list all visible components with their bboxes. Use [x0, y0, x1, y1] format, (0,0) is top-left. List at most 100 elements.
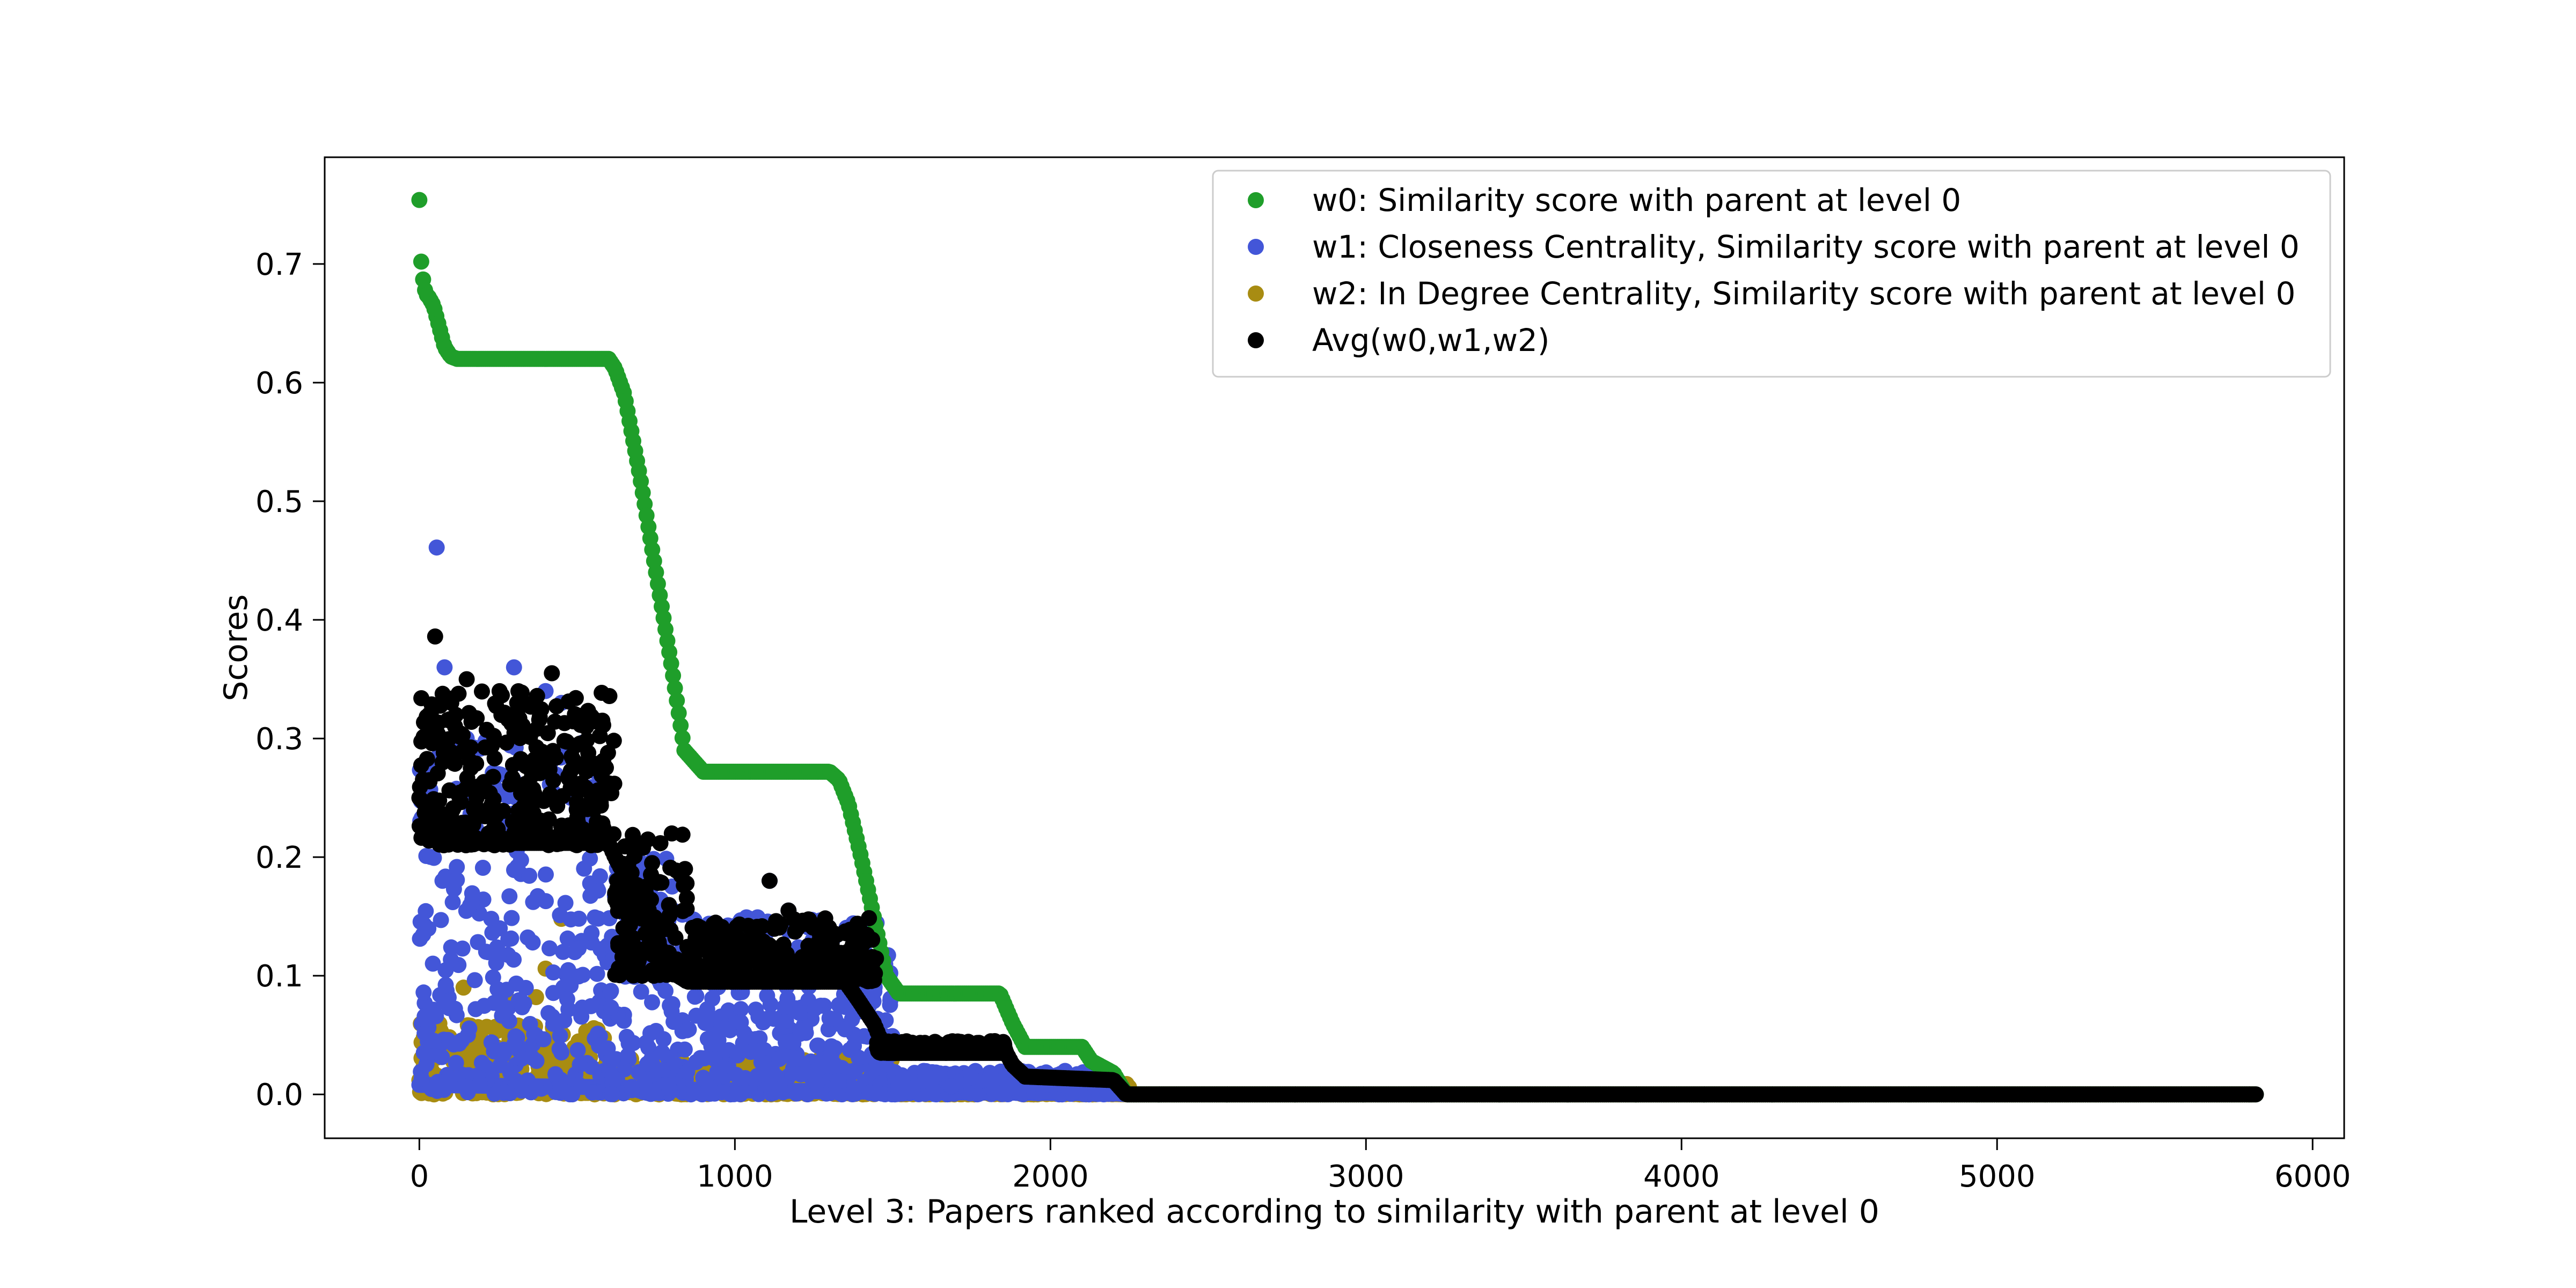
- point-w1: [569, 1042, 586, 1058]
- point-w1: [448, 1055, 464, 1071]
- point-w1: [502, 1085, 518, 1101]
- point-w1: [425, 955, 441, 972]
- point-w1: [521, 867, 538, 884]
- point-w1: [809, 1075, 825, 1092]
- point-w1: [655, 1031, 672, 1048]
- point-w1: [791, 1005, 808, 1021]
- point-w1: [492, 920, 508, 936]
- point-w1: [495, 1002, 511, 1019]
- point-w1: [466, 972, 483, 989]
- point-w1: [425, 1033, 442, 1049]
- point-w1: [513, 1050, 530, 1067]
- point-w1: [980, 1072, 997, 1088]
- point-w1: [443, 952, 459, 968]
- point-w1: [553, 1044, 570, 1061]
- point-w1: [811, 1060, 828, 1077]
- point-w1: [827, 1011, 843, 1027]
- point-w2: [528, 989, 544, 1005]
- point-w1: [729, 1047, 746, 1064]
- point-w1: [904, 1082, 921, 1099]
- point-w1: [943, 1078, 960, 1094]
- point-w1: [583, 925, 600, 941]
- point-w1: [552, 907, 568, 924]
- point-w1: [777, 999, 793, 1015]
- point-w1: [751, 1030, 768, 1046]
- point-w1: [496, 1045, 513, 1062]
- point-w1: [567, 944, 583, 961]
- point-w1: [528, 1080, 544, 1096]
- point-w1: [418, 903, 434, 919]
- point-w1: [697, 1015, 714, 1031]
- point-w1: [708, 1031, 724, 1048]
- point-w1: [707, 1051, 723, 1067]
- point-w1: [506, 659, 522, 676]
- point-w1: [720, 1002, 737, 1019]
- point-w1: [844, 1011, 860, 1028]
- point-w1: [890, 1075, 907, 1092]
- point-w1: [589, 965, 605, 982]
- point-w1: [485, 969, 501, 986]
- point-w1: [557, 895, 574, 911]
- point-w1: [572, 1056, 588, 1073]
- points-layer: [411, 192, 2264, 1103]
- point-w1: [415, 984, 432, 1001]
- point-w1: [709, 1064, 726, 1080]
- point-w1: [461, 1020, 478, 1037]
- point-w1: [506, 952, 522, 968]
- point-w1: [501, 888, 518, 905]
- point-w1: [538, 866, 554, 883]
- point-w1: [449, 872, 465, 888]
- point-w1: [470, 934, 486, 950]
- point-w1: [524, 934, 541, 951]
- point-w1: [788, 1085, 804, 1102]
- point-w1: [416, 1008, 433, 1024]
- point-w1: [420, 920, 437, 937]
- point-w1: [535, 1031, 552, 1048]
- point-w1: [500, 931, 517, 948]
- point-w1: [663, 1003, 680, 1020]
- point-w1: [503, 910, 520, 926]
- point-w1: [837, 999, 853, 1015]
- point-w1: [686, 989, 703, 1005]
- point-w1: [638, 1035, 654, 1051]
- point-w1: [489, 948, 506, 964]
- point-w1: [528, 1052, 545, 1069]
- point-w1: [825, 1059, 842, 1075]
- point-w1: [1001, 1080, 1018, 1096]
- point-w1: [963, 1069, 979, 1086]
- point-w1: [437, 977, 454, 993]
- point-w1: [809, 1037, 825, 1054]
- point-w1: [602, 984, 619, 1000]
- point-w1: [474, 860, 491, 876]
- point-w1: [625, 1035, 641, 1051]
- point-w1: [732, 1086, 749, 1102]
- point-w1: [874, 1085, 890, 1102]
- point-w1: [917, 1068, 934, 1085]
- point-w1: [861, 1085, 878, 1101]
- point-w0: [411, 192, 428, 208]
- point-w1: [451, 1035, 467, 1052]
- point-w1: [745, 1042, 762, 1059]
- point-w1: [728, 1066, 744, 1083]
- point-w1: [559, 930, 576, 947]
- point-w1: [759, 1011, 776, 1027]
- point-w1: [506, 862, 522, 879]
- point-w1: [695, 1070, 712, 1086]
- point-w1: [541, 940, 558, 957]
- point-w1: [555, 943, 572, 960]
- point-w1: [587, 909, 603, 926]
- point-w1: [502, 1065, 518, 1081]
- point-w1: [559, 991, 575, 1007]
- point-w1: [604, 1086, 620, 1102]
- point-w1: [633, 983, 649, 1000]
- point-w0: [670, 705, 687, 721]
- point-w1: [661, 1081, 678, 1097]
- point-w1: [545, 964, 561, 980]
- point-w1: [676, 1041, 693, 1058]
- series-avg: [411, 628, 2264, 1103]
- point-w1: [428, 539, 445, 556]
- point-w1: [771, 1081, 788, 1097]
- point-w1: [793, 1066, 809, 1083]
- point-w1: [547, 1066, 564, 1082]
